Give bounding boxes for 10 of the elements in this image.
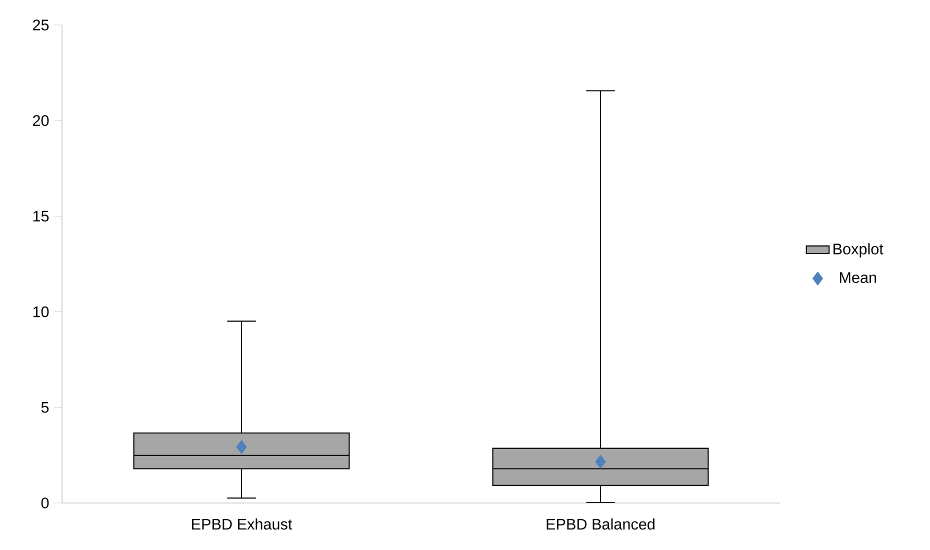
- y-tick-label: 20: [33, 115, 49, 126]
- legend-label: Boxplot: [834, 243, 884, 258]
- legend-label: Mean: [840, 272, 876, 283]
- y-tick-label: 10: [33, 306, 49, 318]
- y-tick-label: 0: [41, 498, 49, 508]
- y-tick-label: 25: [33, 20, 49, 30]
- y-tick-label: 15: [33, 210, 49, 222]
- x-tick-label: EPBD Balanced: [546, 518, 654, 530]
- y-tick-label: 5: [41, 402, 49, 413]
- x-tick-label: EPBD Exhaust: [192, 518, 292, 530]
